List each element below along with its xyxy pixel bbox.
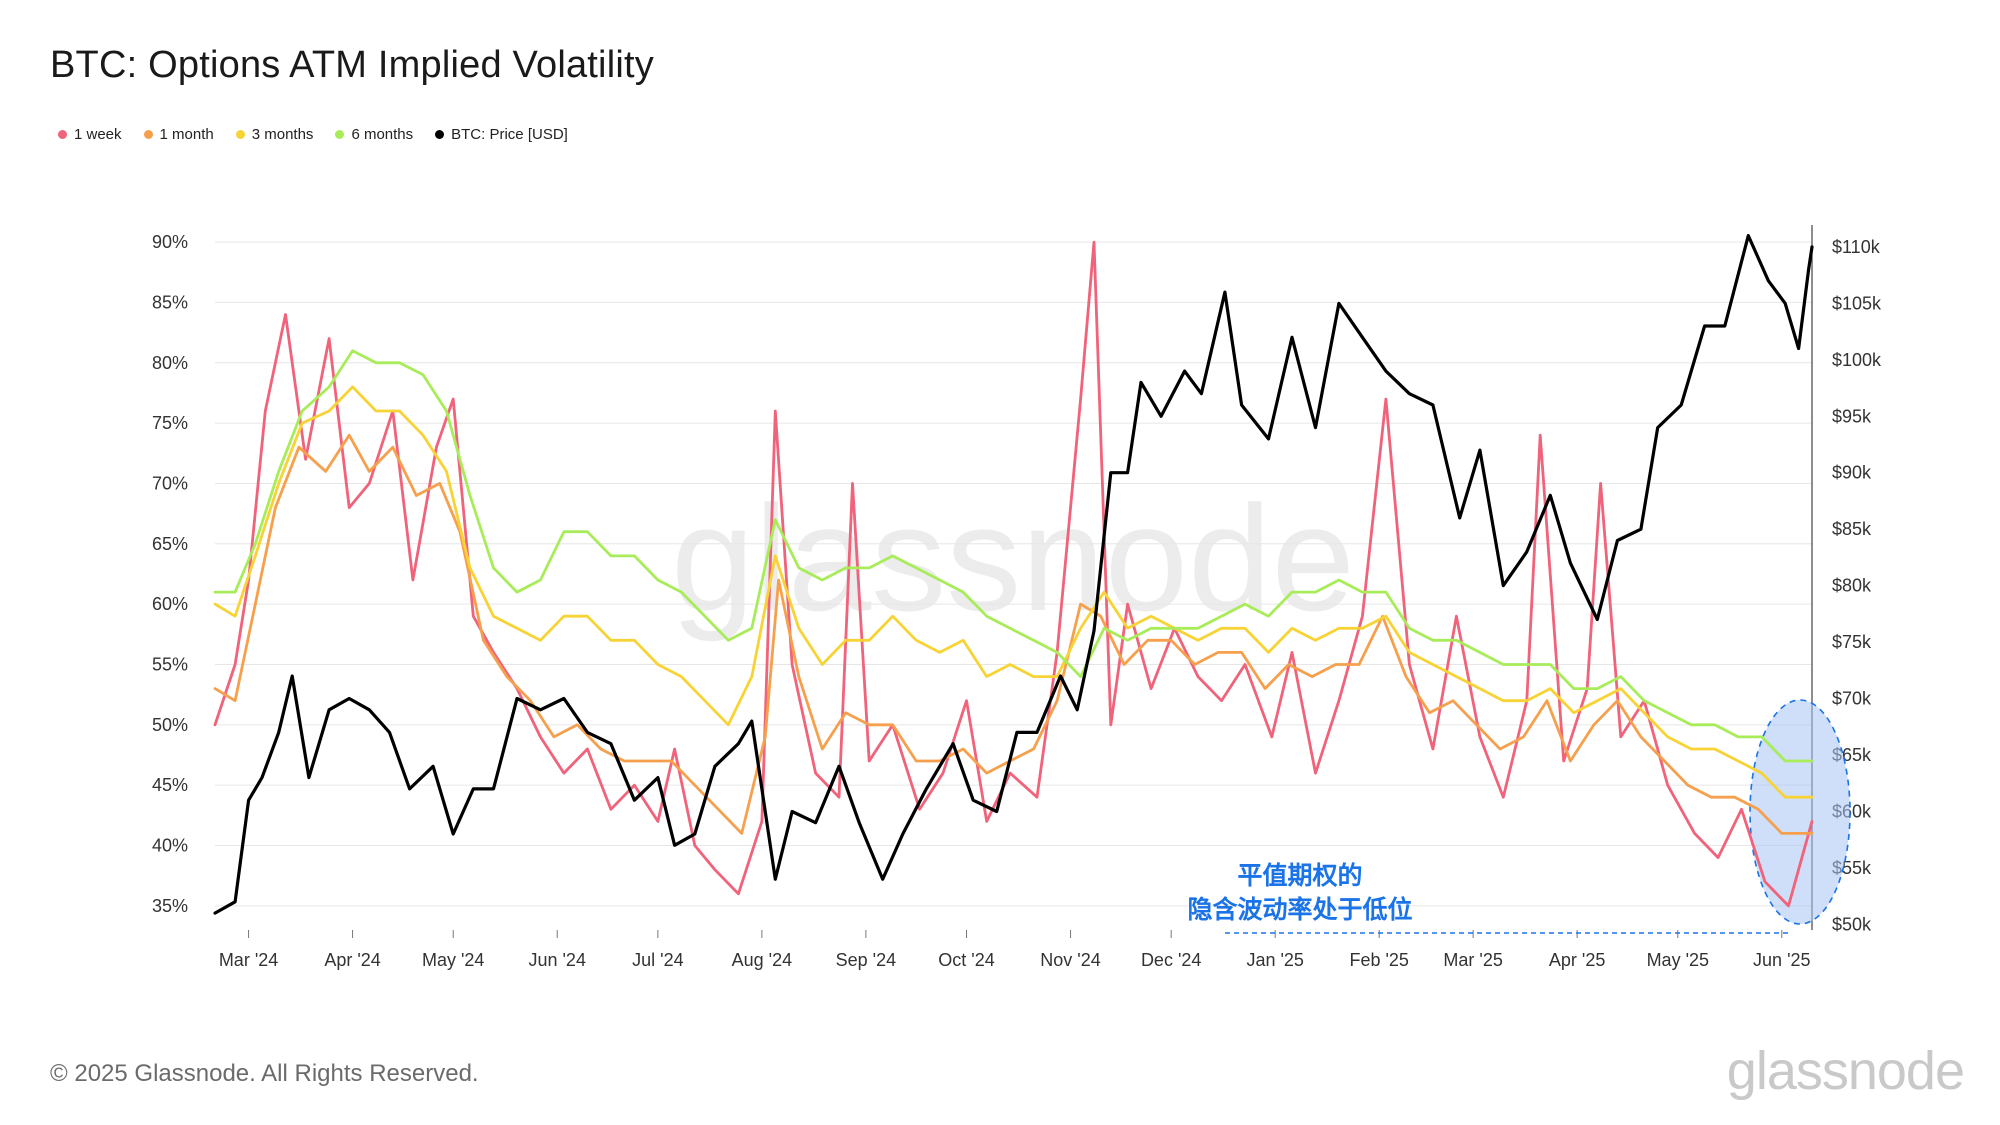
legend-dot-1-week <box>58 130 67 139</box>
y-left-tick-label: 55% <box>152 654 188 674</box>
legend-label: 1 month <box>159 126 214 143</box>
y-left-tick-label: 60% <box>152 594 188 614</box>
x-tick-label: Oct '24 <box>938 950 994 970</box>
legend-item-3-months[interactable]: 3 months <box>235 126 314 143</box>
y-right-tick-label: $95k <box>1832 406 1872 426</box>
y-left-tick-label: 40% <box>152 836 188 856</box>
annotation-line-2: 隐含波动率处于低位 <box>1187 895 1412 924</box>
legend-item-1-month[interactable]: 1 month <box>143 126 214 143</box>
y-left-tick-label: 35% <box>152 896 188 916</box>
y-left-tick-label: 80% <box>152 353 188 373</box>
y-right-tick-label: $85k <box>1832 519 1872 539</box>
x-tick-label: Jun '24 <box>528 950 585 970</box>
y-left-tick-label: 85% <box>152 292 188 312</box>
y-right-tick-label: $80k <box>1832 576 1872 596</box>
y-left-tick-label: 75% <box>152 413 188 433</box>
legend-dot-1-month <box>143 130 153 139</box>
series-line-3-months <box>213 385 1814 799</box>
x-tick-label: Apr '25 <box>1549 950 1605 970</box>
legend-item-btc-price[interactable]: BTC: Price [USD] <box>435 126 568 143</box>
annotation-line-1: 平值期权的 <box>1237 861 1362 890</box>
x-tick-label: Apr '24 <box>324 950 380 970</box>
y-right-tick-label: $70k <box>1832 689 1872 709</box>
x-tick-label: Jan '25 <box>1246 950 1303 970</box>
y-right-tick-label: $50k <box>1832 914 1872 934</box>
y-left-tick-label: 65% <box>152 534 188 554</box>
x-tick-label: May '25 <box>1647 950 1709 970</box>
legend-dot-3-months <box>235 130 245 139</box>
annotation-ellipse <box>1749 699 1851 925</box>
legend-dot-btc-price <box>435 130 445 139</box>
x-tick-label: Mar '25 <box>1443 950 1502 970</box>
glassnode-logo: glassnode <box>1726 1041 1965 1101</box>
series-line-1-month <box>213 433 1814 835</box>
y-right-tick-label: $110k <box>1832 237 1881 257</box>
chart-title: BTC: Options ATM Implied Volatility <box>50 44 654 86</box>
legend-dot-6-months <box>335 130 345 139</box>
copyright-footer: © 2025 Glassnode. All Rights Reserved. <box>50 1060 479 1087</box>
x-tick-label: Feb '25 <box>1349 950 1408 970</box>
y-left-tick-label: 90% <box>152 232 188 252</box>
legend-label: BTC: Price [USD] <box>451 126 568 143</box>
x-tick-label: Aug '24 <box>732 950 793 970</box>
x-tick-label: Mar '24 <box>219 950 278 970</box>
legend-label: 1 week <box>74 126 122 143</box>
x-tick-label: Dec '24 <box>1141 950 1201 970</box>
y-right-tick-label: $75k <box>1832 632 1872 652</box>
legend-item-1-week[interactable]: 1 week <box>58 126 122 143</box>
y-left-tick-label: 70% <box>152 473 188 493</box>
legend: 1 week 1 month 3 months 6 months BTC: Pr… <box>58 126 568 143</box>
y-left-tick-label: 45% <box>152 775 188 795</box>
series-line-6-months <box>213 349 1814 763</box>
y-left-tick-label: 50% <box>152 715 188 735</box>
x-tick-label: Jun '25 <box>1753 950 1810 970</box>
series-line-1-week <box>213 240 1814 908</box>
legend-label: 6 months <box>351 126 414 143</box>
y-right-tick-label: $105k <box>1832 293 1882 313</box>
legend-label: 3 months <box>251 126 314 143</box>
series-line-btc-price-usd <box>213 234 1814 915</box>
y-right-tick-label: $90k <box>1832 463 1872 483</box>
x-tick-label: Jul '24 <box>632 950 683 970</box>
x-tick-label: May '24 <box>422 950 484 970</box>
x-tick-label: Sep '24 <box>836 950 897 970</box>
y-right-tick-label: $100k <box>1832 350 1882 370</box>
x-tick-label: Nov '24 <box>1040 950 1100 970</box>
legend-item-6-months[interactable]: 6 months <box>335 126 413 143</box>
